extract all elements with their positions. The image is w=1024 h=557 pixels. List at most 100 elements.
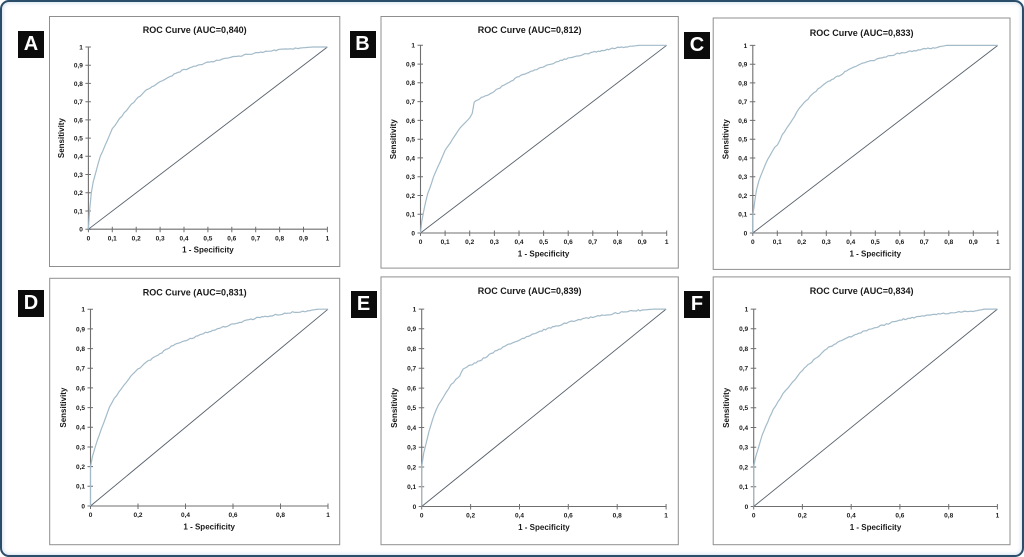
svg-text:0,4: 0,4 [846,239,855,246]
svg-text:0,5: 0,5 [407,405,416,412]
svg-text:0,8: 0,8 [74,81,83,88]
svg-text:0,4: 0,4 [514,239,523,246]
svg-text:0,5: 0,5 [738,137,747,144]
svg-text:0,1: 0,1 [738,212,747,219]
svg-text:0,6: 0,6 [228,512,237,519]
svg-text:0: 0 [413,504,417,511]
svg-text:1: 1 [326,235,330,242]
svg-text:0,6: 0,6 [564,239,573,246]
svg-text:0,8: 0,8 [613,239,622,246]
svg-text:ROC Curve (AUC=0,831): ROC Curve (AUC=0,831) [143,288,247,298]
svg-text:0,9: 0,9 [299,235,308,242]
svg-text:0,7: 0,7 [406,99,415,106]
svg-text:0,4: 0,4 [515,513,524,520]
svg-text:0,1: 0,1 [739,484,748,491]
svg-text:1: 1 [996,513,1000,520]
svg-text:0,1: 0,1 [76,484,85,491]
svg-text:0,4: 0,4 [76,425,85,432]
svg-text:0,4: 0,4 [181,512,190,519]
svg-text:0,9: 0,9 [406,62,415,69]
svg-text:0,4: 0,4 [738,155,747,162]
svg-text:0: 0 [752,513,756,520]
svg-text:0: 0 [87,235,91,242]
svg-text:0: 0 [79,227,83,234]
svg-text:0,1: 0,1 [74,208,83,215]
svg-text:0,7: 0,7 [738,99,747,106]
svg-text:Sensitivity: Sensitivity [389,119,398,160]
svg-text:0,2: 0,2 [738,193,747,200]
svg-text:0: 0 [419,239,423,246]
svg-text:ROC Curve (AUC=0,834): ROC Curve (AUC=0,834) [810,286,914,296]
svg-text:0,4: 0,4 [847,513,856,520]
svg-text:0,5: 0,5 [203,235,212,242]
svg-text:0,7: 0,7 [251,235,260,242]
svg-text:0,2: 0,2 [466,513,475,520]
svg-text:0,9: 0,9 [638,239,647,246]
svg-text:0,3: 0,3 [490,239,499,246]
svg-text:0,1: 0,1 [406,212,415,219]
svg-text:0,6: 0,6 [406,118,415,125]
svg-text:0,6: 0,6 [227,235,236,242]
svg-text:1: 1 [413,307,417,314]
svg-text:0,4: 0,4 [74,154,83,161]
svg-text:1: 1 [996,239,1000,246]
svg-text:Sensitivity: Sensitivity [722,387,731,428]
svg-text:0,6: 0,6 [74,117,83,124]
svg-text:1: 1 [81,307,85,314]
svg-text:0,5: 0,5 [76,405,85,412]
svg-text:0,3: 0,3 [407,445,416,452]
svg-text:0,2: 0,2 [74,190,83,197]
svg-text:0,7: 0,7 [74,99,83,106]
svg-text:0,6: 0,6 [76,385,85,392]
svg-text:0,8: 0,8 [407,346,416,353]
svg-text:0,3: 0,3 [76,444,85,451]
svg-text:ROC Curve (AUC=0,812): ROC Curve (AUC=0,812) [478,25,582,35]
svg-text:0,8: 0,8 [275,235,284,242]
svg-text:0,1: 0,1 [407,484,416,491]
svg-text:0,9: 0,9 [738,62,747,69]
svg-text:0: 0 [744,230,748,237]
svg-text:0,3: 0,3 [74,172,83,179]
svg-text:0,3: 0,3 [738,174,747,181]
svg-text:0: 0 [745,504,749,511]
svg-text:0,7: 0,7 [76,366,85,373]
svg-text:0,8: 0,8 [76,346,85,353]
svg-text:1 - Specificity: 1 - Specificity [518,250,570,259]
svg-text:0,2: 0,2 [465,239,474,246]
svg-text:0,1: 0,1 [773,239,782,246]
svg-text:0: 0 [81,503,85,510]
svg-text:ROC Curve (AUC=0,833): ROC Curve (AUC=0,833) [810,28,914,38]
svg-text:0,2: 0,2 [133,512,142,519]
svg-text:0,8: 0,8 [738,80,747,87]
svg-text:0,6: 0,6 [895,239,904,246]
svg-text:0,6: 0,6 [738,118,747,125]
svg-text:1: 1 [744,43,748,50]
svg-text:0,5: 0,5 [871,239,880,246]
svg-text:0,8: 0,8 [613,513,622,520]
svg-text:0,1: 0,1 [441,239,450,246]
svg-text:1 - Specificity: 1 - Specificity [518,523,570,532]
svg-text:0,7: 0,7 [407,366,416,373]
svg-text:1: 1 [411,43,415,50]
svg-text:0,3: 0,3 [406,174,415,181]
svg-text:ROC Curve (AUC=0,840): ROC Curve (AUC=0,840) [143,25,247,35]
svg-text:0,7: 0,7 [920,239,929,246]
svg-text:0,5: 0,5 [539,239,548,246]
svg-text:0,1: 0,1 [108,235,117,242]
svg-text:Sensitivity: Sensitivity [721,119,730,160]
svg-text:Sensitivity: Sensitivity [57,118,66,159]
svg-text:0,3: 0,3 [739,445,748,452]
svg-text:0,2: 0,2 [407,464,416,471]
svg-text:0,4: 0,4 [406,155,415,162]
svg-text:0: 0 [411,230,415,237]
svg-text:Sensitivity: Sensitivity [390,387,399,428]
svg-text:0,2: 0,2 [798,513,807,520]
svg-text:1: 1 [326,512,330,519]
svg-text:Sensitivity: Sensitivity [59,387,68,428]
svg-text:0,8: 0,8 [406,80,415,87]
svg-text:0,6: 0,6 [407,386,416,393]
svg-text:0,2: 0,2 [76,464,85,471]
svg-text:0,4: 0,4 [739,425,748,432]
svg-text:1 - Specificity: 1 - Specificity [182,246,234,255]
svg-text:0,5: 0,5 [739,405,748,412]
